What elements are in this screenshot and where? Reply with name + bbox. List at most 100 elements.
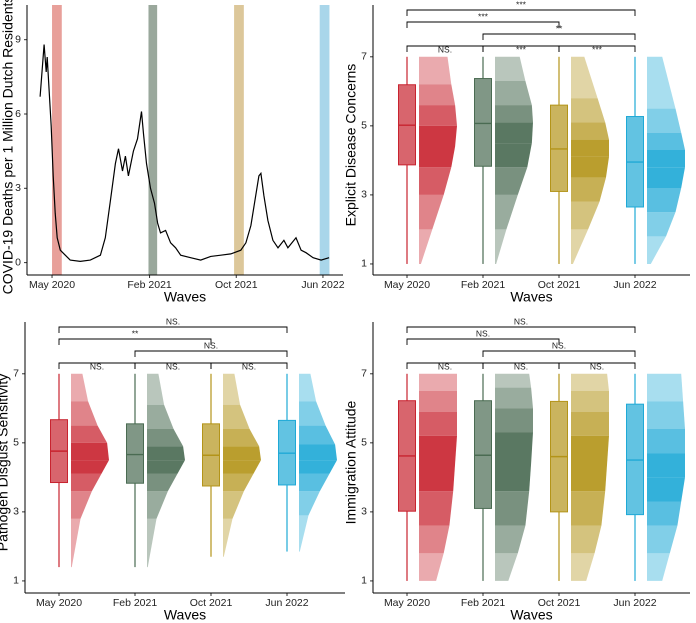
significance-label: NS.	[204, 340, 218, 350]
violin-band	[647, 167, 685, 188]
panel: 0 3 6 9 Waves COVID-19 Deaths per 1 Million D…	[0, 0, 345, 305]
violin-band	[571, 56, 598, 99]
violin-band	[571, 491, 606, 526]
violin-band	[495, 387, 533, 409]
violin-band	[571, 435, 609, 464]
x-axis-title: Waves	[164, 289, 206, 305]
y-tick-label: 3	[361, 506, 367, 518]
y-tick-label: 6	[15, 108, 21, 120]
y-tick-label: 9	[15, 33, 21, 45]
x-axis-title: Waves	[510, 607, 552, 623]
violin-band	[571, 553, 595, 581]
violin-band	[495, 491, 530, 526]
violin-band	[299, 460, 337, 474]
significance-label: NS.	[514, 316, 528, 326]
significance-label: ***	[516, 0, 527, 9]
violin-band	[495, 525, 526, 554]
panel: 1 3 5 7 Waves Pathogen Disgust Sensitivity May…	[0, 316, 345, 623]
violin-band	[419, 194, 444, 230]
violin-band	[647, 525, 678, 554]
significance-bracket	[558, 362, 636, 369]
x-tick-label: Oct 2021	[538, 279, 581, 291]
significance-label: NS.	[438, 44, 452, 54]
violin-band	[647, 373, 684, 402]
violin-band	[495, 553, 518, 581]
x-tick-label: Jun 2022	[265, 597, 308, 609]
violin-band	[299, 473, 330, 492]
violin-band	[419, 84, 456, 106]
significance-label: NS.	[552, 340, 566, 350]
violin-band	[495, 194, 518, 230]
violin-band	[647, 501, 682, 526]
violin-band	[419, 125, 457, 147]
x-tick-label: Oct 2021	[538, 597, 581, 609]
violin-band	[419, 229, 433, 264]
y-axis-title: Immigration Attitude	[343, 400, 359, 524]
significance-label: NS.	[476, 328, 490, 338]
violin-band	[71, 518, 81, 568]
violin-band	[647, 212, 676, 237]
significance-label: NS.	[514, 361, 528, 371]
x-tick-label: Oct 2021	[215, 279, 258, 291]
significance-bracket	[482, 350, 636, 357]
significance-label: NS.	[166, 361, 180, 371]
violin-band	[495, 56, 526, 81]
x-tick-label: Jun 2022	[613, 279, 656, 291]
violin-band	[571, 122, 609, 140]
violin-band	[571, 156, 609, 178]
violin-band	[647, 56, 676, 109]
violin-band	[299, 425, 336, 445]
violin-band	[71, 442, 109, 461]
violin-band	[571, 411, 609, 436]
significance-bracket	[406, 21, 560, 28]
violin-band	[223, 373, 241, 405]
y-tick-label: 3	[13, 506, 19, 518]
violin-band	[299, 515, 309, 552]
violin-band	[147, 473, 178, 492]
significance-bracket	[210, 362, 288, 369]
y-tick-label: 1	[361, 258, 367, 270]
violin-band	[223, 429, 260, 447]
x-tick-label: Feb 2021	[127, 279, 172, 291]
wave-span	[234, 5, 244, 275]
significance-label: ***	[592, 44, 603, 54]
violin-band	[419, 146, 456, 168]
violin-band	[419, 553, 444, 581]
violin-band	[223, 404, 250, 430]
violin-band	[647, 477, 685, 502]
y-tick-label: 0	[15, 256, 21, 268]
y-tick-label: 7	[13, 368, 19, 380]
box	[474, 78, 492, 167]
violin-band	[419, 411, 457, 436]
violin-band	[299, 444, 337, 461]
violin-band	[71, 491, 92, 519]
significance-bracket	[58, 326, 288, 333]
wave-span	[148, 5, 158, 275]
violin-band	[647, 453, 685, 478]
significance-bracket	[406, 326, 636, 333]
panel: 1 3 5 7 Waves Immigration Attitude May 2020 Feb…	[343, 316, 690, 623]
x-tick-label: Jun 2022	[613, 597, 656, 609]
x-tick-label: Feb 2021	[461, 597, 506, 609]
violin-band	[147, 373, 165, 405]
y-tick-label: 5	[13, 437, 19, 449]
violin-band	[419, 373, 457, 392]
violin-band	[147, 460, 185, 474]
significance-bracket	[58, 338, 212, 345]
violin-band	[147, 491, 168, 519]
violin-band	[571, 373, 609, 392]
significance-bracket	[482, 33, 636, 40]
y-tick-label: 7	[361, 368, 367, 380]
significance-bracket	[406, 9, 636, 16]
violin-band	[647, 553, 670, 581]
violin-band	[419, 435, 457, 464]
significance-label: NS.	[166, 316, 180, 326]
violin-band	[647, 132, 685, 151]
y-tick-label: 1	[361, 575, 367, 587]
violin-band	[495, 463, 532, 492]
x-tick-label: May 2020	[29, 279, 75, 291]
significance-label: NS.	[90, 361, 104, 371]
violin-band	[647, 187, 682, 213]
violin-band	[71, 401, 98, 426]
